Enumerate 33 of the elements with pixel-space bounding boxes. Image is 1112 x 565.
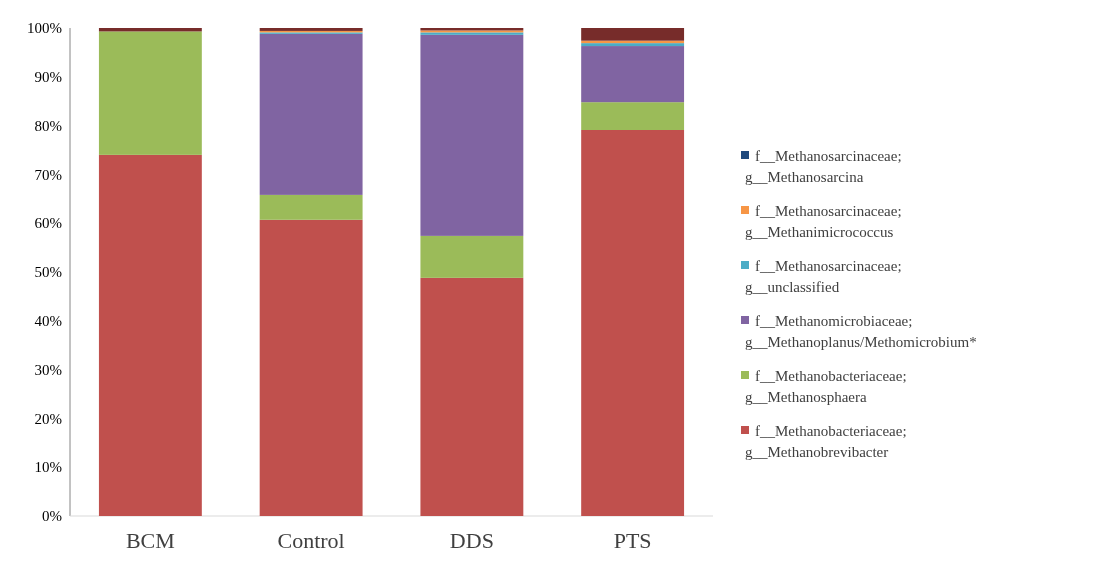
bar (98, 154, 202, 516)
x-tick-label: DDS (449, 528, 494, 553)
x-tick-label: BCM (125, 528, 175, 553)
bar (581, 102, 685, 130)
legend-label: f__Methanosarcinaceae; g__unclassified (745, 258, 902, 296)
legend-label: f__Methanobacteriaceae; g__Methanosphaera (745, 368, 907, 406)
y-tick-label: 10% (34, 459, 62, 476)
bar (420, 34, 524, 236)
bar (259, 194, 363, 220)
y-tick-label: 40% (34, 313, 62, 330)
y-tick-label: 60% (34, 215, 62, 232)
bar (420, 277, 524, 516)
bar (98, 31, 202, 155)
y-tick-label: 100% (27, 20, 62, 37)
x-tick-label: PTS (613, 528, 652, 553)
y-tick-label: 90% (34, 69, 62, 86)
x-tick-label: Control (277, 528, 345, 553)
legend-label: f__Methanomicrobiaceae; g__Methanoplanus/Methomicrobium* (745, 313, 977, 351)
legend-label: f__Methanosarcinaceae; g__Methanimicrococcus (745, 203, 902, 241)
y-tick-label: 70% (34, 166, 62, 183)
bar (259, 33, 363, 195)
bar (581, 46, 685, 103)
legend-label: f__Methanobacteriaceae; g__Methanobrevibacter (745, 423, 907, 461)
y-tick-label: 0% (42, 508, 62, 525)
bar (259, 219, 363, 516)
y-tick-label: 50% (34, 264, 62, 281)
bar (581, 129, 685, 516)
y-tick-label: 80% (34, 117, 62, 134)
bar (420, 235, 524, 278)
y-tick-label: 30% (34, 361, 62, 378)
legend-label: f__Methanosarcinaceae; g__Methanosarcina (745, 148, 902, 186)
y-tick-label: 20% (34, 410, 62, 427)
bar (581, 28, 685, 41)
